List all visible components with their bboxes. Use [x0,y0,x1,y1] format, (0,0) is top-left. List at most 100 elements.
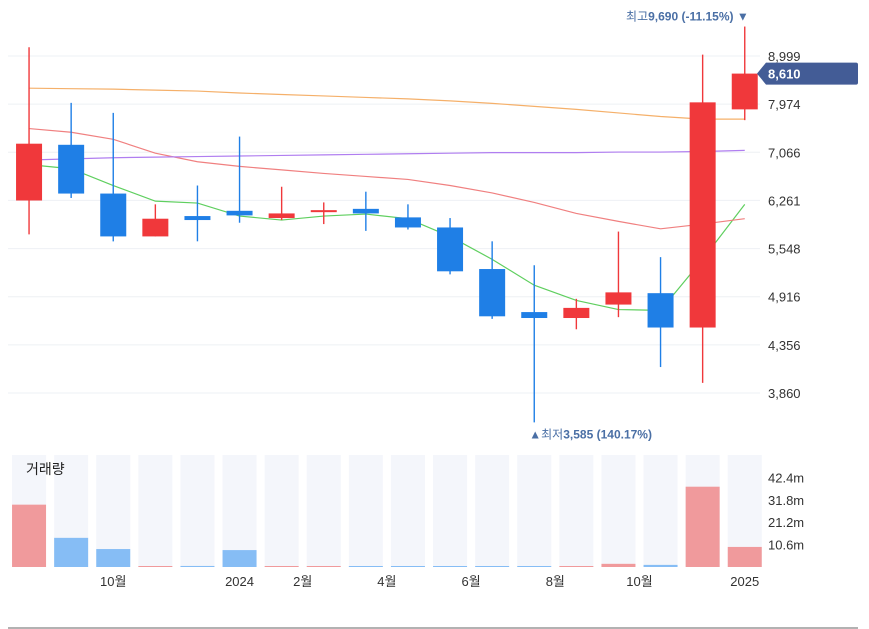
candle-body [142,218,169,237]
moving-average-line [28,164,746,312]
price-tick-label: 7,066 [768,145,801,160]
volume-column-bg [264,455,299,567]
candle-body [605,292,632,305]
volume-column-bg [138,455,173,567]
volume-bar [601,563,636,567]
volume-bar [180,565,215,567]
volume-axis: 42.4m 31.8m 21.2m 10.6m [768,470,804,552]
time-tick-label: 2025 [730,574,759,589]
volume-column-bg [559,455,594,567]
volume-column-bg [222,455,257,567]
candle [394,204,421,230]
volume-bar [517,566,552,567]
price-tick-label: 6,261 [768,193,801,208]
time-tick-label: 4월 [377,574,396,589]
candle-body [268,213,295,219]
volume-bar [727,546,762,567]
volume-bar [306,566,341,567]
candle [352,191,379,231]
candle-body [100,193,127,237]
time-tick-label: 2월 [293,574,312,589]
volume-tick-label: 42.4m [768,470,804,485]
candle-body [16,143,43,201]
volume-tick-label: 21.2m [768,515,804,530]
moving-average-lines [28,87,746,312]
volume-bar [559,566,594,567]
volume-bar [685,486,720,567]
volume-bar [475,566,510,567]
price-tick-label: 4,916 [768,290,801,305]
candle-body [226,210,253,216]
volume-tick-label: 31.8m [768,493,804,508]
candle-body [58,144,85,194]
volume-column-bg [475,455,510,567]
price-tick-label: 4,356 [768,338,801,353]
volume-bar [96,549,131,567]
candlesticks [16,26,758,423]
volume-column-bg [643,455,678,567]
volume-title: 거래량 [26,461,65,477]
time-tick-label: 8월 [546,574,565,589]
candle [605,231,632,318]
price-grid [8,55,760,394]
candle [142,204,169,237]
volume-column-bg [306,455,341,567]
price-tick-label: 3,860 [768,386,801,401]
candle [310,202,337,225]
candle-body [647,293,674,328]
volume-bar [264,566,299,567]
volume-bar [643,564,678,567]
candle-body [394,217,421,228]
volume-column-bg [390,455,425,567]
volume-column-bg [96,455,131,567]
volume-column-bg [348,455,383,567]
price-axis: 8,999 7,974 7,066 6,261 5,548 4,916 4,356 3,860 [768,49,801,401]
volume-bars [12,486,762,567]
candle-body [437,227,464,272]
candle-body [731,73,758,110]
volume-column-bg [517,455,552,567]
current-price-tag: 8,610 [757,62,858,85]
moving-average-line [28,127,745,230]
candle [731,26,758,121]
time-tick-label: 2024 [225,574,254,589]
candle [647,257,674,368]
candle [563,298,590,330]
volume-tick-label: 10.6m [768,538,804,553]
price-tick-label: 8,999 [768,49,801,64]
time-tick-label: 6월 [461,574,480,589]
volume-bar [138,566,173,567]
candle [100,112,127,242]
candle [16,47,43,235]
candle [437,218,464,275]
moving-average-line [29,149,745,161]
price-annotations: 최고9,690 (-11.15%) ▼ ▲최저3,585 (140.17%) [529,10,749,442]
price-tick-label: 7,974 [768,97,801,112]
candle [521,265,548,423]
volume-bar [348,566,383,567]
time-axis: 10월 2024 2월 4월 6월 8월 10월 2025 [100,574,759,589]
candle [184,185,211,242]
current-price-label: 8,610 [768,67,801,82]
candle [689,54,716,383]
moving-average-line [29,87,745,120]
time-tick-label: 10월 [626,574,652,589]
low-annotation: ▲최저3,585 (140.17%) [529,427,652,441]
price-tick-label: 5,548 [768,242,801,257]
candle-body [184,216,211,221]
candle-body [479,269,506,317]
volume-bar [54,537,89,567]
price-tag-shape [757,62,858,85]
candle-body [521,312,548,319]
candle [58,102,85,198]
volume-bar [390,566,425,567]
volume-bar [222,550,257,567]
volume-bar [433,566,468,567]
volume-column-bg [601,455,636,567]
candle [268,186,295,221]
candle-body [689,102,716,328]
time-tick-label: 10월 [100,574,126,589]
volume-column-bg [433,455,468,567]
volume-column-bg [180,455,215,567]
